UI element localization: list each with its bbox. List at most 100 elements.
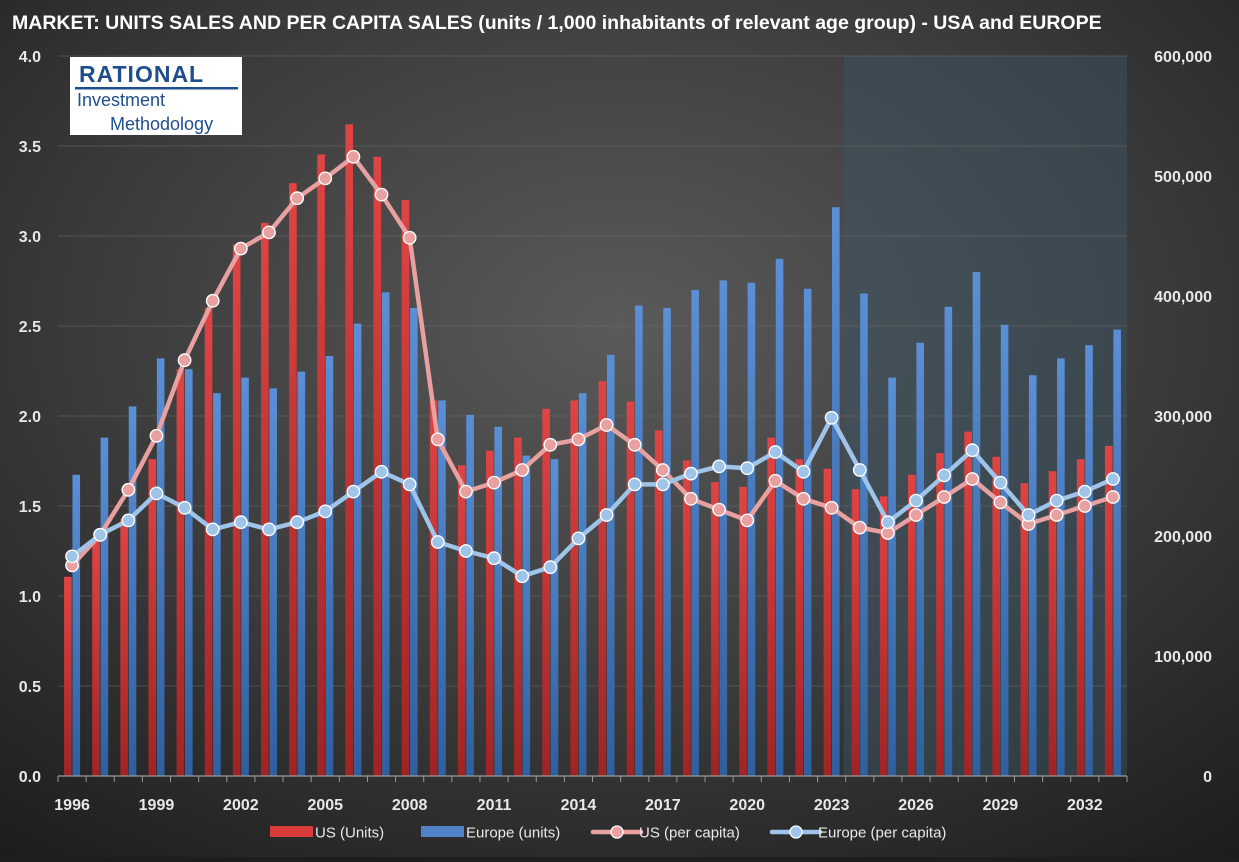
us-units-bar bbox=[542, 408, 550, 776]
europe-units-bar bbox=[297, 371, 306, 776]
us-per-capita-point bbox=[515, 463, 530, 477]
legend-marker-us-per-capita bbox=[610, 825, 624, 839]
x-tick-label: 2014 bbox=[561, 797, 597, 814]
logo-box bbox=[70, 57, 242, 135]
us-units-bar bbox=[711, 482, 719, 776]
europe-per-capita-point bbox=[880, 515, 895, 530]
europe-per-capita-point bbox=[262, 522, 276, 537]
europe-units-bar bbox=[438, 400, 446, 776]
europe-units-bar bbox=[691, 290, 699, 776]
legend-label-us-per-capita: US (per capita) bbox=[639, 825, 740, 842]
europe-per-capita-point bbox=[487, 551, 501, 566]
us-units-bar bbox=[64, 576, 72, 776]
us-per-capita-point bbox=[177, 353, 192, 368]
us-per-capita-point bbox=[740, 513, 755, 528]
us-per-capita-point bbox=[1106, 490, 1120, 504]
europe-units-bar bbox=[803, 288, 812, 776]
us-units-bar bbox=[992, 456, 1001, 776]
legend-label-us-units: US (Units) bbox=[315, 825, 384, 842]
us-units-bar bbox=[1076, 459, 1085, 776]
us-units-bar bbox=[598, 381, 607, 776]
us-units-bar bbox=[767, 437, 775, 776]
us-per-capita-point bbox=[599, 418, 614, 432]
us-units-bar bbox=[795, 459, 804, 776]
us-per-capita-point bbox=[627, 437, 642, 452]
us-per-capita-point bbox=[459, 484, 473, 499]
us-per-capita-point bbox=[852, 520, 867, 535]
x-tick-label: 2029 bbox=[983, 797, 1019, 814]
us-units-bar bbox=[486, 450, 494, 776]
legend-label-europe-units: Europe (units) bbox=[466, 825, 560, 842]
europe-units-bar bbox=[550, 459, 559, 776]
legend-marker-europe-per-capita bbox=[789, 825, 803, 839]
europe-per-capita-point bbox=[712, 459, 726, 474]
europe-units-bar bbox=[325, 356, 334, 776]
europe-per-capita-point bbox=[543, 560, 558, 575]
europe-units-bar bbox=[578, 393, 587, 776]
europe-units-bar bbox=[213, 393, 221, 776]
europe-per-capita-point bbox=[599, 508, 614, 522]
europe-per-capita-point bbox=[177, 500, 192, 515]
legend-swatch-europe-units bbox=[421, 826, 464, 837]
us-units-bar bbox=[232, 244, 241, 776]
europe-per-capita-point bbox=[149, 486, 164, 501]
europe-units-bar bbox=[606, 354, 615, 776]
us-units-bar bbox=[120, 519, 128, 776]
us-per-capita-point bbox=[402, 230, 417, 245]
europe-per-capita-point bbox=[796, 464, 811, 479]
europe-per-capita-point bbox=[684, 466, 698, 481]
us-per-capita-point bbox=[684, 491, 698, 506]
europe-units-bar bbox=[1113, 329, 1121, 776]
us-per-capita-point bbox=[487, 475, 501, 490]
europe-units-bar bbox=[381, 292, 390, 776]
legend-item-europe-units: Europe (units) bbox=[421, 825, 560, 842]
europe-per-capita-point bbox=[233, 515, 248, 530]
y-right-tick-label: 500,000 bbox=[1154, 169, 1212, 186]
europe-units-bar bbox=[269, 388, 277, 776]
europe-per-capita-point bbox=[318, 504, 333, 519]
us-units-bar bbox=[514, 437, 522, 776]
us-per-capita-point bbox=[1049, 508, 1064, 522]
europe-per-capita-point bbox=[1106, 472, 1120, 486]
europe-per-capita-point bbox=[571, 531, 586, 546]
europe-per-capita-point bbox=[1021, 508, 1036, 522]
europe-units-bar bbox=[1085, 345, 1093, 776]
europe-units-bar bbox=[466, 414, 474, 776]
us-per-capita-point bbox=[543, 437, 558, 452]
europe-per-capita-point bbox=[768, 445, 783, 459]
europe-per-capita-point bbox=[93, 527, 108, 542]
europe-per-capita-point bbox=[402, 477, 417, 492]
us-units-bar bbox=[1048, 471, 1057, 776]
us-per-capita-point bbox=[768, 473, 783, 488]
us-per-capita-point bbox=[712, 502, 726, 517]
legend-label-europe-per-capita: Europe (per capita) bbox=[818, 825, 946, 842]
europe-per-capita-point bbox=[1049, 493, 1064, 508]
europe-units-bar bbox=[972, 272, 981, 776]
logo-rule bbox=[75, 87, 238, 90]
x-tick-label: 2017 bbox=[645, 797, 681, 814]
y-left-tick-label: 3.0 bbox=[19, 229, 41, 246]
legend-item-us-units: US (Units) bbox=[270, 825, 384, 842]
legend-swatch-us-units bbox=[270, 826, 313, 837]
y-left-tick-label: 3.5 bbox=[19, 139, 41, 156]
europe-units-bar bbox=[1057, 358, 1065, 776]
europe-units-bar bbox=[353, 323, 362, 776]
y-right-tick-label: 0 bbox=[1203, 769, 1212, 786]
europe-per-capita-point bbox=[346, 484, 361, 499]
y-left-tick-label: 0.0 bbox=[19, 769, 41, 786]
europe-units-bar bbox=[860, 293, 868, 776]
europe-per-capita-point bbox=[627, 477, 642, 492]
europe-per-capita-point bbox=[205, 522, 220, 537]
europe-units-bar bbox=[719, 280, 728, 776]
europe-units-bar bbox=[775, 258, 784, 776]
us-per-capita-point bbox=[318, 171, 333, 186]
y-right-tick-label: 100,000 bbox=[1154, 649, 1212, 666]
x-tick-label: 2023 bbox=[814, 797, 850, 814]
x-tick-label: 2002 bbox=[223, 797, 259, 814]
x-tick-label: 1996 bbox=[54, 797, 90, 814]
europe-per-capita-point bbox=[852, 463, 867, 477]
us-units-bar bbox=[429, 400, 438, 776]
europe-units-bar bbox=[635, 305, 643, 776]
europe-units-bar bbox=[184, 369, 193, 776]
